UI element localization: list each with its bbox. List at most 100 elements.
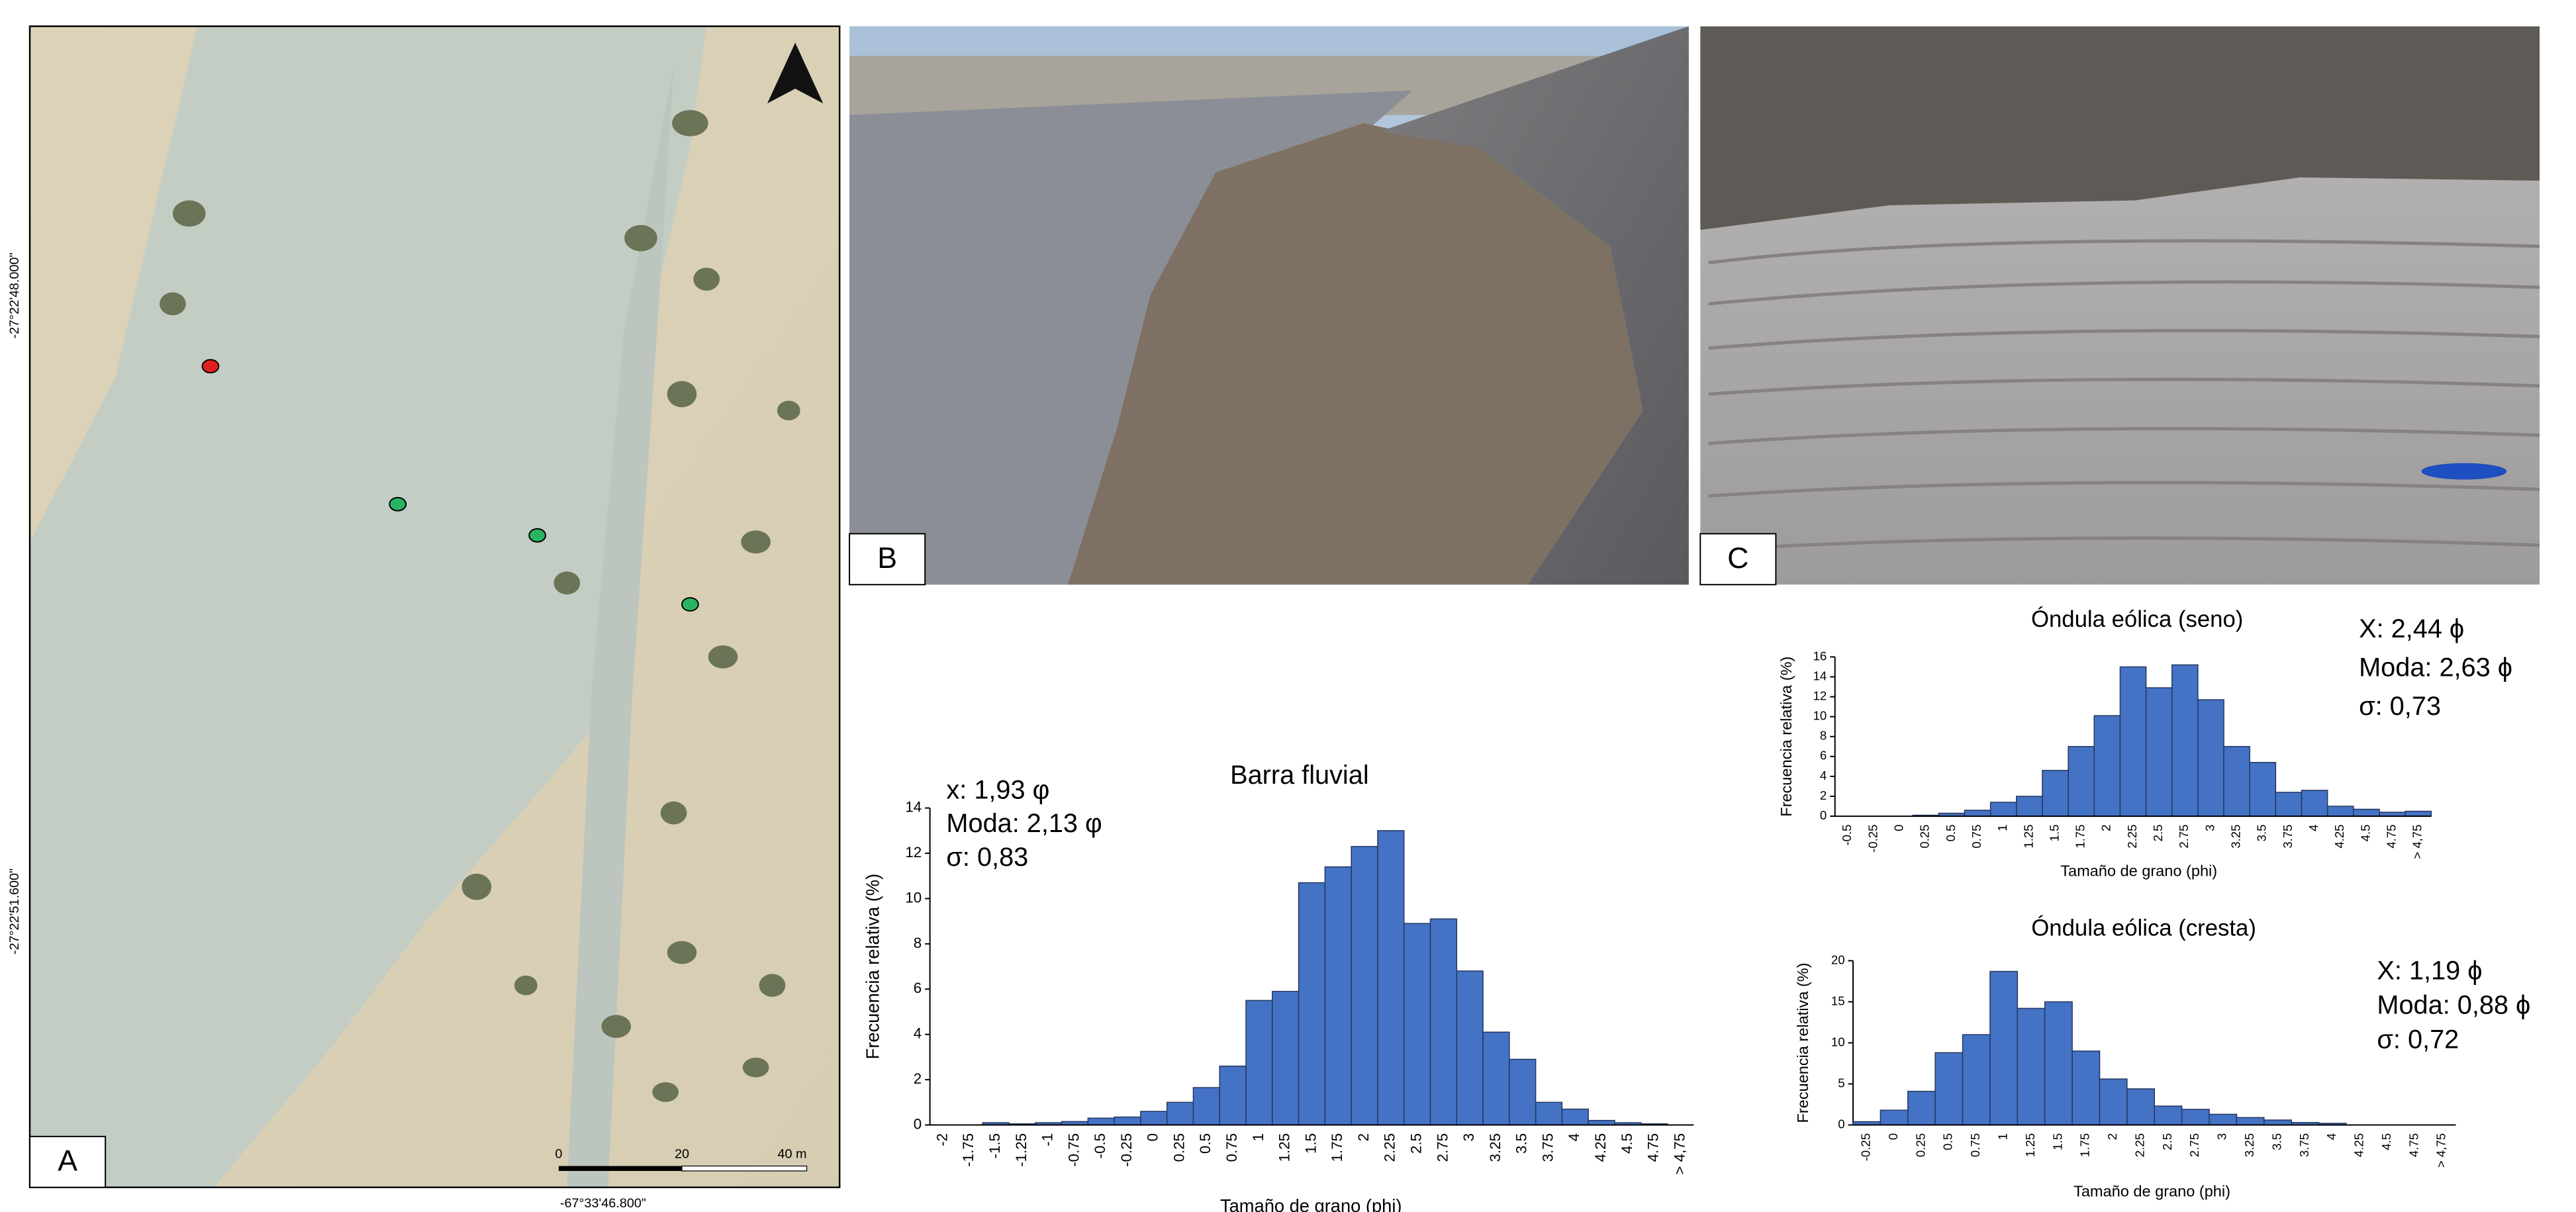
map-panel: 0 20 40 m	[30, 26, 839, 1188]
photo-b	[849, 26, 1689, 585]
x-tick-label: 3.75	[1539, 1133, 1556, 1162]
y-tick-label: 8	[914, 935, 922, 951]
bar	[1536, 1102, 1562, 1125]
x-tick-label: 2	[1355, 1133, 1372, 1141]
y-tick-label: 8	[1820, 729, 1827, 743]
scale-label: 40 m	[777, 1146, 806, 1161]
bar	[2224, 747, 2250, 816]
scale-bar	[559, 1166, 682, 1171]
x-tick-label: 1.25	[2023, 1133, 2037, 1157]
x-tick-label: 3	[1460, 1133, 1477, 1141]
x-tick-label: 2.75	[1434, 1133, 1451, 1162]
sample-point	[529, 529, 546, 542]
bar	[1935, 1052, 1962, 1125]
x-tick-label: 4.5	[1619, 1133, 1635, 1154]
x-tick-label: 3.25	[2229, 824, 2243, 848]
y-tick-label: 10	[1813, 709, 1827, 723]
bar	[1430, 919, 1456, 1125]
bar	[2328, 806, 2354, 816]
x-tick-label: 4.25	[1592, 1133, 1609, 1162]
x-tick-label: 3.75	[2281, 824, 2295, 848]
x-tick-label: 4.75	[2384, 824, 2398, 848]
bar	[1114, 1117, 1141, 1125]
x-tick-label: 2.5	[1407, 1133, 1424, 1154]
bar	[2017, 1008, 2044, 1125]
x-tick-label: 3	[2203, 824, 2217, 831]
latitude-label: -27°22'48.000"	[7, 253, 22, 339]
x-tick-label: 2.25	[2132, 1133, 2146, 1157]
x-tick-label: 2.75	[2187, 1133, 2201, 1157]
x-tick-label: 2	[2099, 824, 2113, 831]
y-tick-label: 4	[1820, 769, 1827, 782]
bar	[1483, 1032, 1509, 1125]
x-tick-label: 0	[1891, 824, 1905, 831]
x-tick-label: 4	[2307, 824, 2320, 831]
y-tick-label: 20	[1831, 953, 1845, 966]
annotation: σ: 0,72	[2377, 1025, 2459, 1054]
bar	[2099, 1079, 2126, 1125]
x-tick-label: 3.5	[2255, 824, 2269, 841]
x-tick-label: 3.25	[2242, 1133, 2256, 1157]
bar	[1219, 1066, 1246, 1125]
bar	[1880, 1110, 1907, 1125]
x-tick-label: 0	[1145, 1133, 1161, 1141]
x-tick-label: 4	[1566, 1133, 1582, 1141]
y-tick-label: 14	[905, 799, 922, 816]
annotation: Moda: 0,88 ϕ	[2377, 990, 2530, 1019]
x-tick-label: > 4,75	[1671, 1133, 1688, 1175]
x-tick-label: -1.75	[960, 1133, 977, 1167]
x-tick-label: -0.25	[1866, 824, 1880, 852]
x-tick-label: 1.75	[1329, 1133, 1345, 1162]
x-tick-label: 0.25	[1918, 824, 1932, 848]
x-tick-label: 0.25	[1170, 1133, 1187, 1162]
x-tick-label: 3.5	[2269, 1133, 2283, 1150]
sample-point	[682, 598, 698, 611]
annotation: Moda: 2,13 φ	[946, 809, 1102, 838]
x-tick-label: 3	[2215, 1133, 2229, 1140]
bar	[1299, 883, 1325, 1125]
bar	[1246, 1000, 1272, 1125]
bar	[2264, 1120, 2291, 1125]
x-tick-label: 3.25	[1487, 1133, 1503, 1162]
y-tick-label: 2	[914, 1070, 922, 1087]
photo-c	[1700, 26, 2540, 585]
x-tick-label: 0.25	[1913, 1133, 1927, 1157]
x-tick-label: 0.75	[1970, 824, 1983, 848]
x-tick-label: -1	[1039, 1133, 1056, 1146]
x-tick-label: 2	[2105, 1133, 2119, 1140]
x-tick-label: > 4,75	[2434, 1133, 2448, 1168]
y-tick-label: 15	[1831, 994, 1845, 1007]
latitude-label: -27°22'51.600"	[7, 868, 22, 955]
x-tick-label: 0.75	[1223, 1133, 1240, 1162]
x-tick-label: 0.5	[1941, 1133, 1955, 1150]
y-tick-label: 12	[1813, 688, 1827, 702]
bar	[1325, 867, 1351, 1125]
x-tick-label: 1	[1996, 1133, 2010, 1140]
x-tick-label: 4.25	[2332, 824, 2346, 848]
x-tick-label: -0.5	[1840, 824, 1854, 845]
bar	[1141, 1111, 1167, 1125]
bar	[2094, 716, 2120, 816]
bar	[1990, 972, 2017, 1125]
annotation: σ: 0,73	[2359, 692, 2441, 721]
bar	[2017, 796, 2042, 816]
photo-object	[2421, 463, 2506, 480]
bar	[2405, 812, 2431, 817]
x-tick-label: 0.75	[1968, 1133, 1982, 1157]
x-tick-label: -0.5	[1092, 1133, 1108, 1158]
bar	[1562, 1109, 1588, 1125]
bar	[1088, 1118, 1114, 1125]
chart-title: Óndula eólica (seno)	[2031, 606, 2243, 632]
bar	[2209, 1114, 2236, 1125]
bar	[1963, 1035, 1990, 1125]
bar	[2354, 810, 2379, 817]
x-axis-label: Tamaño de grano (phi)	[2060, 862, 2217, 880]
y-axis-label: Frecuencia relativa (%)	[1778, 657, 1795, 817]
y-tick-label: 6	[1820, 749, 1827, 763]
bar	[1509, 1059, 1536, 1125]
bar	[2182, 1109, 2209, 1125]
x-tick-label: 2.25	[1382, 1133, 1398, 1162]
panel-label: B	[877, 542, 897, 575]
scale-label: 20	[675, 1146, 689, 1161]
bar	[2236, 1117, 2264, 1125]
